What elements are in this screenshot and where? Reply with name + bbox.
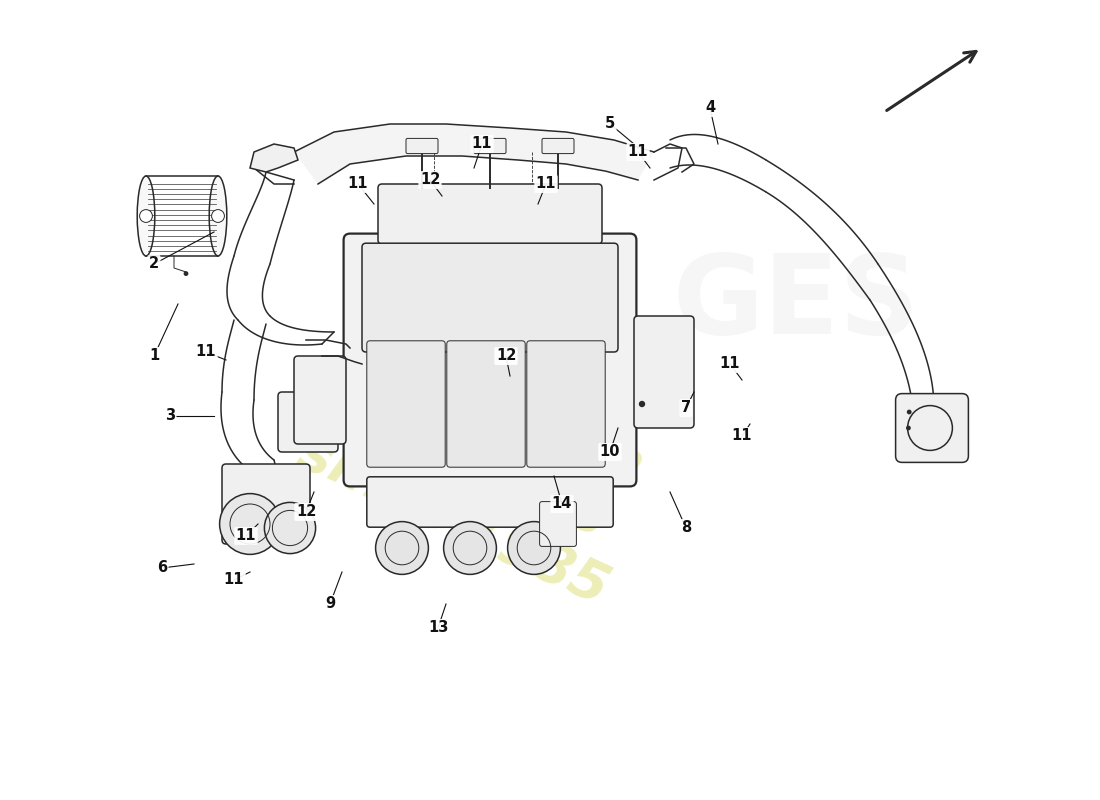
Text: 11: 11 — [235, 529, 256, 543]
Circle shape — [639, 401, 646, 407]
FancyBboxPatch shape — [362, 243, 618, 352]
FancyBboxPatch shape — [366, 341, 446, 467]
Circle shape — [906, 426, 911, 430]
Text: 1: 1 — [148, 349, 159, 363]
FancyBboxPatch shape — [474, 138, 506, 154]
Text: 11: 11 — [472, 137, 493, 151]
Circle shape — [220, 494, 280, 554]
FancyBboxPatch shape — [278, 392, 338, 452]
FancyBboxPatch shape — [540, 502, 576, 546]
Text: 12: 12 — [420, 173, 440, 187]
Text: 4: 4 — [705, 101, 715, 115]
Text: 8: 8 — [681, 521, 691, 535]
Text: 3: 3 — [165, 409, 175, 423]
Circle shape — [184, 271, 188, 276]
Text: 12: 12 — [496, 349, 516, 363]
Text: 2: 2 — [148, 257, 159, 271]
FancyBboxPatch shape — [447, 341, 525, 467]
Circle shape — [264, 502, 316, 554]
FancyBboxPatch shape — [542, 138, 574, 154]
Text: 12: 12 — [296, 505, 316, 519]
Text: 7: 7 — [681, 401, 691, 415]
Text: 9: 9 — [324, 597, 336, 611]
Circle shape — [375, 522, 428, 574]
Ellipse shape — [209, 176, 227, 256]
FancyBboxPatch shape — [294, 356, 346, 444]
Text: a passion
for parts
since 1985: a passion for parts since 1985 — [289, 312, 670, 616]
FancyBboxPatch shape — [527, 341, 605, 467]
Text: 6: 6 — [157, 561, 167, 575]
Text: 11: 11 — [536, 177, 557, 191]
Text: 13: 13 — [428, 621, 448, 635]
Text: 10: 10 — [600, 445, 620, 459]
FancyBboxPatch shape — [634, 316, 694, 428]
Text: 5: 5 — [605, 117, 615, 131]
Text: GES: GES — [673, 250, 920, 358]
FancyBboxPatch shape — [222, 464, 310, 544]
Circle shape — [211, 210, 224, 222]
Circle shape — [443, 522, 496, 574]
Text: 11: 11 — [223, 573, 244, 587]
Polygon shape — [250, 144, 298, 172]
FancyBboxPatch shape — [406, 138, 438, 154]
Text: 14: 14 — [552, 497, 572, 511]
Circle shape — [507, 522, 560, 574]
Text: 11: 11 — [348, 177, 369, 191]
FancyBboxPatch shape — [895, 394, 968, 462]
FancyBboxPatch shape — [366, 477, 613, 527]
Circle shape — [140, 210, 153, 222]
Text: 11: 11 — [732, 429, 752, 443]
Text: 11: 11 — [196, 345, 217, 359]
Ellipse shape — [138, 176, 155, 256]
Circle shape — [906, 410, 912, 414]
Text: 11: 11 — [719, 357, 740, 371]
FancyBboxPatch shape — [343, 234, 637, 486]
Polygon shape — [294, 124, 654, 184]
Text: 11: 11 — [628, 145, 648, 159]
FancyBboxPatch shape — [378, 184, 602, 244]
